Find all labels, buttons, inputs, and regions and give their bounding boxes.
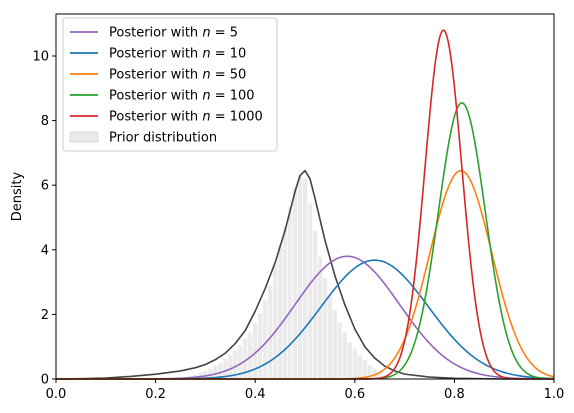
y-axis-label: Density (10, 171, 25, 221)
prior-histogram (187, 175, 388, 380)
prior-histogram-bar (312, 230, 318, 380)
y-tick-label: 8 (41, 114, 49, 129)
x-tick-label: 0.6 (344, 387, 365, 402)
legend-prior-swatch (69, 131, 99, 143)
prior-histogram-bar (332, 309, 338, 380)
x-tick-label: 0.8 (444, 387, 465, 402)
legend-label-prior: Prior distribution (109, 131, 217, 146)
prior-histogram-bar (302, 178, 308, 380)
y-tick-label: 0 (41, 373, 49, 388)
legend-label-3: Posterior with n = 100 (109, 89, 255, 104)
prior-histogram-bar (287, 205, 293, 380)
prior-histogram-bar (262, 299, 268, 380)
prior-histogram-bar (292, 186, 298, 380)
legend-label-2: Posterior with n = 50 (109, 68, 246, 83)
prior-histogram-bar (327, 294, 333, 380)
plot-frame (55, 13, 555, 380)
prior-histogram-bar (297, 175, 303, 380)
prior-histogram-bar (356, 354, 363, 380)
prior-histogram-bar (277, 244, 283, 380)
prior-histogram-bar (322, 276, 328, 380)
legend: Posterior with n = 5 Posterior with n = 1… (62, 17, 278, 152)
y-tick-label: 10 (32, 49, 49, 64)
y-tick-label: 2 (41, 308, 49, 323)
prior-density-line (55, 169, 554, 380)
legend-label-4: Posterior with n = 1000 (109, 110, 263, 125)
prior-histogram-bar (272, 264, 278, 380)
prior-histogram-bar (361, 359, 368, 380)
prior-histogram-bar (352, 348, 358, 380)
y-axis-ticks: 0 2 4 6 8 10 (32, 49, 56, 388)
prior-histogram-bar (282, 225, 288, 380)
y-tick-label: 6 (41, 179, 49, 194)
y-tick-label: 4 (41, 243, 49, 258)
legend-label-1: Posterior with n = 10 (109, 47, 246, 62)
legend-box (62, 17, 278, 152)
prior-histogram-bar (342, 331, 348, 380)
prior-histogram-bar (347, 341, 353, 380)
x-tick-label: 0.2 (145, 387, 166, 402)
x-tick-label: 1.0 (544, 387, 565, 402)
x-tick-label: 0.0 (46, 387, 67, 402)
x-axis-ticks: 0.0 0.2 0.4 0.6 0.8 1.0 (46, 379, 565, 402)
prior-histogram-bar (337, 322, 343, 380)
x-tick-label: 0.4 (245, 387, 266, 402)
legend-label-0: Posterior with n = 5 (109, 26, 238, 41)
prior-histogram-bar (267, 285, 273, 380)
prior-histogram-bar (307, 202, 313, 380)
